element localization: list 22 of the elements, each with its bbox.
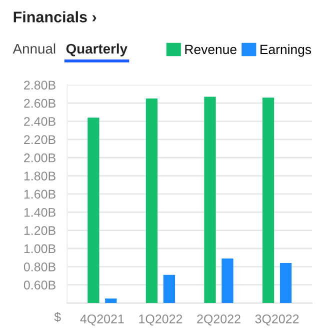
x-tick-label: 2Q2022 bbox=[197, 314, 240, 326]
y-tick-label: 1.40B bbox=[24, 208, 56, 217]
y-tick-label: 2.20B bbox=[24, 135, 56, 144]
text: Quarterly bbox=[66, 43, 128, 56]
y-axis-title: $ bbox=[54, 312, 61, 322]
chart-title: Financials › bbox=[14, 11, 96, 22]
y-tick-label: 2.60B bbox=[24, 98, 56, 108]
y-tick-label: 1.00B bbox=[24, 244, 56, 254]
x-tick-label: 1Q2022 bbox=[139, 314, 182, 326]
y-tick-label: 1.80B bbox=[24, 172, 56, 180]
y-tick-label: 0.80B bbox=[24, 262, 56, 272]
text: Annual bbox=[12, 43, 56, 54]
y-tick-label: 2.00B bbox=[24, 153, 56, 162]
x-tick-label: 4Q2021 bbox=[80, 314, 124, 326]
y-tick-label: 1.60B bbox=[24, 190, 56, 199]
legend-label: Revenue bbox=[185, 44, 236, 54]
legend-label: Earnings bbox=[260, 44, 312, 57]
y-tick-label: 2.40B bbox=[24, 117, 56, 126]
y-tick-label: 0.60B bbox=[24, 280, 56, 290]
y-tick-label: 2.80B bbox=[24, 80, 56, 90]
y-tick-label: 1.20B bbox=[24, 226, 56, 235]
x-tick-label: 3Q2022 bbox=[255, 314, 299, 326]
